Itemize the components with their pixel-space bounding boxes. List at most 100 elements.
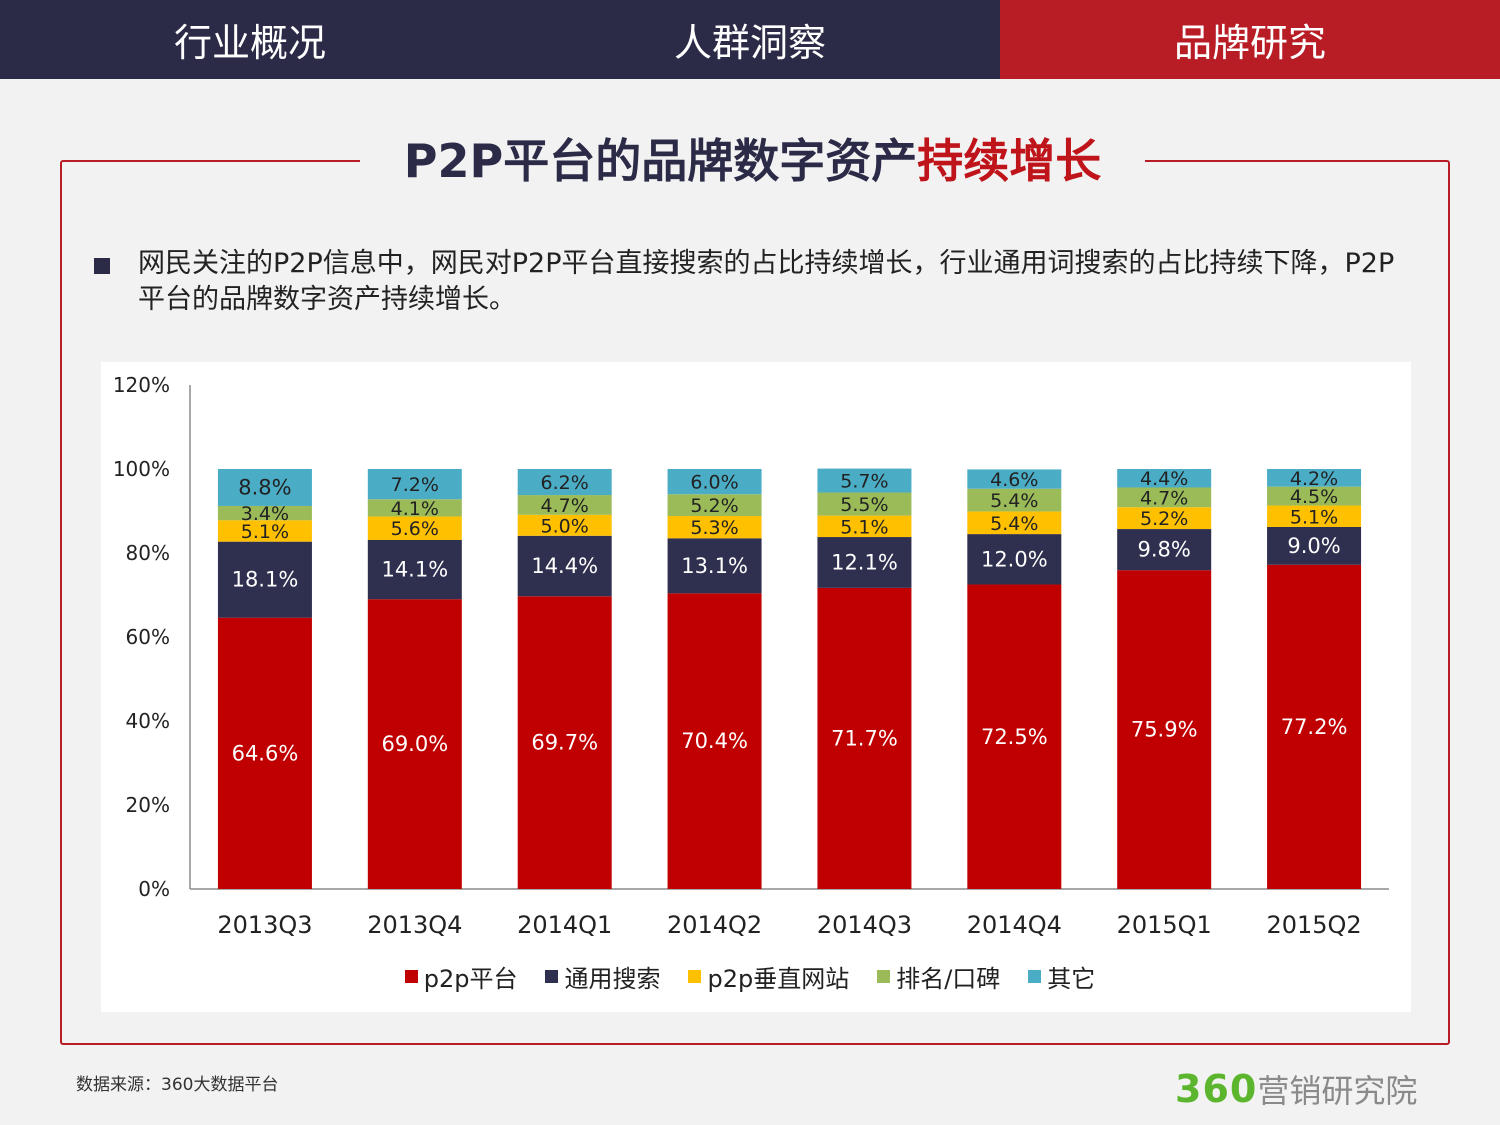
bar-segment: [967, 584, 1062, 889]
bar-segment: [1267, 564, 1362, 889]
data-label: 5.4%: [990, 513, 1038, 535]
data-label: 9.0%: [1287, 534, 1340, 558]
title-highlight: 持续增长: [917, 134, 1102, 188]
data-label: 3.4%: [241, 503, 289, 525]
x-tick-label: 2015Q2: [1266, 911, 1361, 939]
bar-segment: [1267, 526, 1362, 565]
brand-logo: 360 营销研究院: [1175, 1066, 1417, 1112]
bar-segment: [1117, 529, 1212, 571]
data-label: 5.0%: [541, 515, 589, 537]
data-label: 4.1%: [391, 498, 439, 520]
data-label: 4.7%: [541, 495, 589, 517]
bar-segment: [667, 494, 762, 517]
data-label: 5.2%: [1140, 508, 1188, 530]
data-label: 4.6%: [990, 469, 1038, 491]
legend-label: 排名/口碑: [896, 964, 1001, 993]
tab-brand-research[interactable]: 品牌研究: [1000, 0, 1500, 79]
chart-legend: p2p平台 通用搜索 p2p垂直网站 排名/口碑 其它: [0, 956, 1500, 996]
legend-item-ranking-reputation: 排名/口碑: [877, 959, 1000, 994]
data-label: 77.2%: [1281, 715, 1348, 739]
bar-segment: [817, 515, 912, 538]
bar-segment: [367, 499, 462, 517]
bar-segment: [517, 514, 612, 536]
bar-segment: [367, 539, 462, 600]
y-tick-label: 120%: [113, 373, 170, 397]
legend-item-p2p-platform: p2p平台: [404, 959, 518, 994]
tab-audience-insight[interactable]: 人群洞察: [500, 0, 1000, 79]
title-main: P2P平台的品牌数字资产: [403, 134, 918, 188]
bar-segment: [817, 537, 912, 588]
bullet-square-icon: [94, 258, 110, 274]
legend-swatch: [404, 969, 418, 983]
legend-swatch: [688, 969, 702, 983]
x-tick-label: 2014Q3: [817, 911, 912, 939]
data-label: 4.4%: [1140, 468, 1188, 490]
data-label: 5.3%: [690, 517, 738, 539]
logo-text: 营销研究院: [1257, 1072, 1418, 1110]
x-tick-label: 2015Q1: [1117, 911, 1212, 939]
bar-segment: [1117, 507, 1212, 530]
data-label: 64.6%: [232, 741, 299, 765]
y-tick-label: 100%: [113, 457, 170, 481]
data-label: 18.1%: [232, 568, 299, 592]
data-label: 5.1%: [1290, 506, 1338, 528]
bar-segment: [367, 599, 462, 889]
bar-segment: [1117, 570, 1212, 889]
data-label: 5.5%: [840, 494, 888, 516]
data-label: 72.5%: [981, 725, 1048, 749]
bar-segment: [1267, 469, 1362, 487]
bar-segment: [817, 468, 912, 493]
data-label: 5.6%: [391, 518, 439, 540]
legend-label: p2p平台: [423, 964, 518, 993]
bar-segment: [1267, 505, 1362, 527]
data-label: 6.0%: [690, 472, 738, 494]
legend-item-general-search: 通用搜索: [545, 959, 660, 994]
x-tick-label: 2014Q4: [967, 911, 1062, 939]
data-label: 75.9%: [1131, 718, 1198, 742]
tab-industry-overview[interactable]: 行业概况: [0, 0, 500, 79]
y-tick-label: 60%: [126, 625, 170, 649]
bar-segment: [817, 587, 912, 889]
data-label: 13.1%: [681, 554, 748, 578]
bar-segment: [217, 541, 312, 618]
x-tick-label: 2013Q4: [367, 911, 462, 939]
data-label: 12.1%: [831, 550, 898, 574]
bar-segment: [517, 469, 612, 496]
data-label: 4.7%: [1140, 487, 1188, 509]
data-label: 5.2%: [690, 495, 738, 517]
bar-segment: [967, 534, 1062, 585]
data-label: 4.5%: [1290, 486, 1338, 508]
bar-segment: [1267, 486, 1362, 506]
data-label: 6.2%: [541, 472, 589, 494]
x-tick-label: 2014Q1: [517, 911, 612, 939]
bar-segment: [967, 511, 1062, 535]
bar-segment: [217, 617, 312, 889]
bar-segment: [667, 469, 762, 495]
bar-segment: [217, 520, 312, 542]
bar-segment: [367, 516, 462, 540]
y-tick-label: 0%: [138, 877, 170, 901]
bar-segment: [667, 516, 762, 539]
bar-segment: [517, 535, 612, 597]
bullet-text: 网民关注的P2P信息中，网民对P2P平台直接搜索的占比持续增长，行业通用词搜索的…: [138, 248, 1395, 315]
bar-segment: [517, 596, 612, 889]
y-tick-label: 20%: [126, 793, 170, 817]
y-tick-label: 40%: [126, 709, 170, 733]
bar-segment: [367, 469, 462, 500]
logo-number: 360: [1175, 1067, 1258, 1111]
data-label: 8.8%: [238, 475, 291, 499]
bar-segment: [517, 495, 612, 515]
y-tick-label: 80%: [126, 541, 170, 565]
legend-item-p2p-vertical-site: p2p垂直网站: [688, 959, 849, 994]
bar-segment: [967, 488, 1062, 512]
bar-segment: [967, 469, 1062, 489]
bar-segment: [667, 538, 762, 594]
legend-label: p2p垂直网站: [707, 964, 850, 993]
data-label: 4.2%: [1290, 468, 1338, 490]
bar-segment: [1117, 487, 1212, 508]
legend-swatch: [545, 969, 559, 983]
data-label: 71.7%: [831, 726, 898, 750]
data-label: 14.1%: [381, 558, 448, 582]
x-tick-label: 2014Q2: [667, 911, 762, 939]
